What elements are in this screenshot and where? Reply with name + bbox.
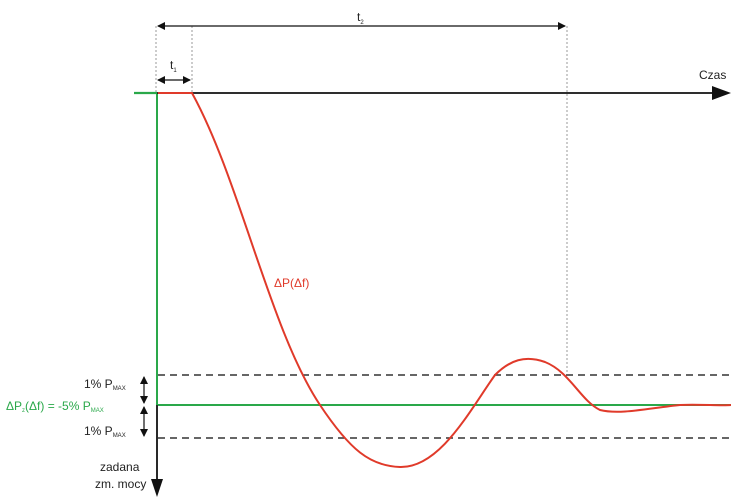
t2-label: t2 [357,10,364,26]
arrow-down-icon [151,479,163,497]
curve-label: ΔP(Δf) [274,276,309,290]
power-axis-label-line2: zm. mocy [95,477,146,491]
response-curve [158,92,731,469]
setpoint-label: ΔPz(Δf) = -5% PMAX [6,399,104,414]
arrow-right-icon [712,86,731,100]
time-axis-label: Czas [699,68,726,82]
t1-label: t1 [170,58,177,74]
power-axis-label-line1: zadana [100,460,140,474]
lower-band-label: 1% PMAX [84,424,126,439]
upper-band-label: 1% PMAX [84,377,126,392]
